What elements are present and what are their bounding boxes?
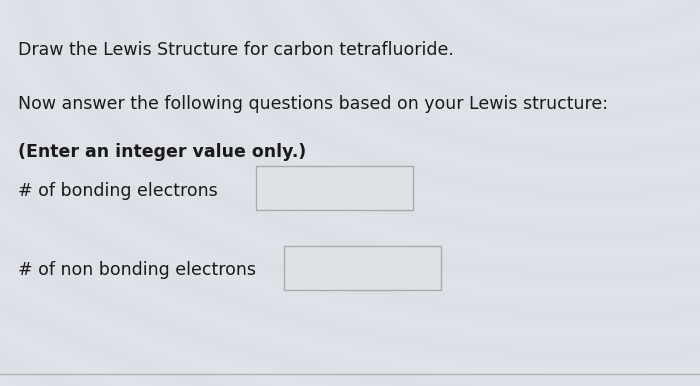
Text: Draw the Lewis Structure for carbon tetrafluoride.: Draw the Lewis Structure for carbon tetr… bbox=[18, 41, 454, 59]
Text: (Enter an integer value only.): (Enter an integer value only.) bbox=[18, 143, 306, 161]
Text: Now answer the following questions based on your Lewis structure:: Now answer the following questions based… bbox=[18, 95, 608, 113]
FancyBboxPatch shape bbox=[256, 166, 413, 210]
Text: # of bonding electrons: # of bonding electrons bbox=[18, 182, 217, 200]
Text: # of non bonding electrons: # of non bonding electrons bbox=[18, 261, 255, 279]
FancyBboxPatch shape bbox=[284, 246, 441, 290]
